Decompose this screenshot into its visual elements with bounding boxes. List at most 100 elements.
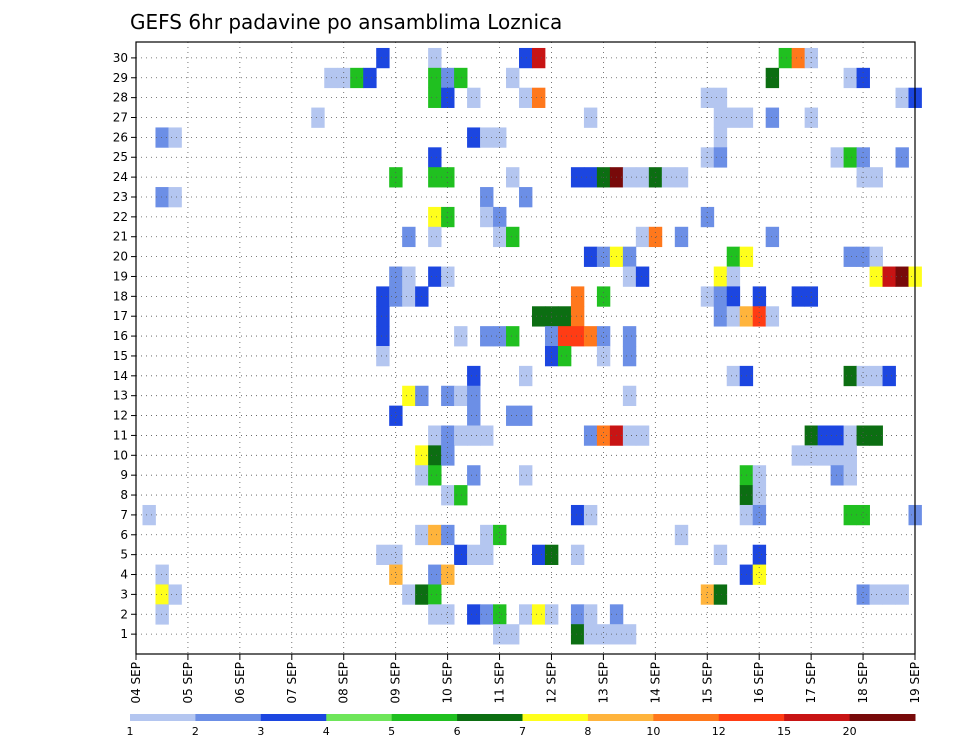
heatmap-cell xyxy=(713,544,728,565)
heatmap-cell xyxy=(622,425,637,446)
heatmap-cell xyxy=(752,465,767,486)
y-tick-label: 10 xyxy=(113,448,128,462)
y-tick-label: 26 xyxy=(113,130,128,144)
x-tick-label: 11 SEP xyxy=(493,662,507,704)
heatmap-cell xyxy=(428,564,442,585)
y-tick-label: 5 xyxy=(120,548,128,562)
x-tick-label: 18 SEP xyxy=(856,662,870,704)
heatmap-cell xyxy=(622,326,637,347)
y-tick-label: 30 xyxy=(113,51,128,65)
heatmap-cell xyxy=(713,584,728,605)
x-tick-label: 13 SEP xyxy=(596,662,610,704)
heatmap-cell xyxy=(570,544,585,565)
heatmap-cell xyxy=(726,246,741,267)
heatmap-cell xyxy=(531,604,546,625)
heatmap-cell xyxy=(467,365,481,387)
heatmap-cell xyxy=(726,266,741,287)
heatmap-cell xyxy=(493,226,507,248)
grid-lines xyxy=(136,42,915,654)
heatmap-cell xyxy=(830,147,844,168)
heatmap-cell xyxy=(557,346,572,367)
legend-label: 10 xyxy=(646,725,660,738)
y-tick-label: 15 xyxy=(113,349,128,363)
heatmap-cell xyxy=(506,326,520,347)
legend-swatch xyxy=(784,714,851,721)
heatmap-cell xyxy=(155,604,169,625)
heatmap-cell xyxy=(570,167,585,188)
x-tick-label: 08 SEP xyxy=(337,662,351,704)
heatmap-cell xyxy=(428,167,442,188)
heatmap-cell xyxy=(389,564,403,585)
heatmap-cell xyxy=(324,67,338,89)
heatmap-cell xyxy=(376,47,390,69)
heatmap-cell xyxy=(700,286,715,307)
heatmap-cell xyxy=(506,167,520,188)
heatmap-cell xyxy=(402,226,416,248)
y-tick-label: 19 xyxy=(113,269,128,283)
heatmap-cell xyxy=(830,465,844,486)
heatmap-cell xyxy=(583,425,598,446)
heatmap-cell xyxy=(428,47,442,69)
heatmap-cell xyxy=(752,564,767,585)
legend-label: 4 xyxy=(323,725,330,738)
y-tick-label: 11 xyxy=(113,428,128,442)
legend-label: 15 xyxy=(777,725,791,738)
y-tick-label: 6 xyxy=(120,528,128,542)
heatmap-cell xyxy=(583,167,598,188)
heatmap-cell xyxy=(726,365,741,387)
heatmap-cell xyxy=(843,246,857,267)
y-tick-label: 2 xyxy=(120,607,128,621)
heatmap-cell xyxy=(570,604,585,625)
heatmap-cell xyxy=(596,425,611,446)
legend-swatch xyxy=(130,714,196,721)
heatmap-cell xyxy=(376,346,390,367)
y-tick-label: 25 xyxy=(113,150,128,164)
heatmap-cell xyxy=(752,544,767,565)
y-tick-label: 4 xyxy=(120,568,128,582)
heatmap-cell xyxy=(389,266,403,287)
heatmap-cell xyxy=(493,524,507,546)
heatmap-cell xyxy=(428,147,442,168)
heatmap-cell xyxy=(402,385,416,407)
y-tick-label: 8 xyxy=(120,488,128,502)
heatmap-cell xyxy=(311,107,325,128)
heatmap-cell xyxy=(765,226,780,248)
heatmap-cell xyxy=(531,87,546,108)
heatmap-cell xyxy=(428,226,442,248)
heatmap-cell xyxy=(506,405,520,426)
heatmap-cell xyxy=(519,365,533,387)
heatmap-cell xyxy=(895,584,909,605)
y-tick-label: 16 xyxy=(113,329,128,343)
heatmap-cell xyxy=(519,604,533,625)
heatmap-cell xyxy=(389,286,403,307)
legend-swatch xyxy=(195,714,262,721)
heatmap-cell xyxy=(428,465,442,486)
heatmap-cell xyxy=(454,67,468,89)
heatmap-cell xyxy=(428,67,442,89)
heatmap-cell xyxy=(752,485,767,506)
y-axis: 1234567891011121314151617181920212223242… xyxy=(113,51,136,641)
x-tick-label: 07 SEP xyxy=(285,662,299,704)
heatmap-cell xyxy=(428,584,442,605)
heatmap-cell xyxy=(531,47,546,69)
legend-label: 8 xyxy=(584,725,591,738)
heatmap-cell xyxy=(882,266,896,287)
heatmap-cell xyxy=(622,385,637,407)
heatmap-cell xyxy=(168,127,182,148)
heatmap-cell xyxy=(142,504,156,526)
y-tick-label: 24 xyxy=(113,170,128,184)
heatmap-cell xyxy=(441,425,455,446)
legend-label: 1 xyxy=(127,725,134,738)
heatmap-cell xyxy=(726,286,741,307)
heatmap-cell xyxy=(752,306,767,327)
heatmap-cell xyxy=(570,306,585,327)
heatmap-cell xyxy=(843,425,857,446)
heatmap-cell xyxy=(454,326,468,347)
heatmap-cell xyxy=(376,326,390,347)
heatmap-cell xyxy=(376,286,390,307)
heatmap-cell xyxy=(402,266,416,287)
heatmap-cell xyxy=(168,584,182,605)
heatmap-cell xyxy=(791,445,806,466)
x-tick-label: 14 SEP xyxy=(648,662,662,704)
heatmap-cell xyxy=(557,326,572,347)
